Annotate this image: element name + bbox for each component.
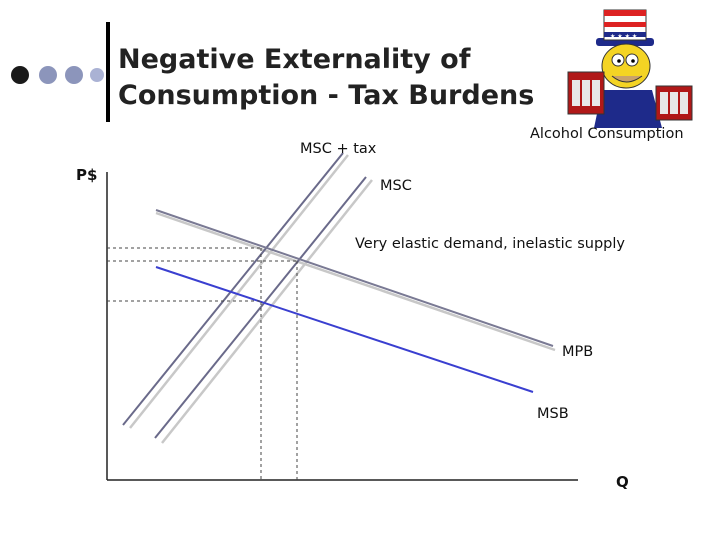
- title-line-2: Consumption - Tax Burdens: [118, 80, 535, 111]
- dashed-guides: [107, 247, 298, 480]
- dot-light-1: [39, 66, 57, 84]
- msc-tax-curve: [122, 152, 344, 426]
- label-msc-tax: MSC + tax: [300, 141, 377, 157]
- image-caption: Alcohol Consumption: [530, 126, 684, 142]
- diagram-annotation: Very elastic demand, inelastic supply: [355, 236, 625, 252]
- label-msb: MSB: [537, 406, 569, 422]
- x-axis-label: Q: [616, 473, 629, 491]
- label-mpb: MPB: [562, 344, 594, 360]
- svg-text:★ ★ ★ ★: ★ ★ ★ ★: [610, 33, 637, 40]
- mpb-curve: [155, 209, 554, 347]
- dot-light-2: [65, 66, 83, 84]
- dot-light-3: [90, 68, 104, 82]
- curve-shadows: [129, 154, 556, 444]
- msb-curve: [155, 266, 534, 393]
- y-axis-label: P$: [76, 166, 98, 184]
- cartoon-image: ★ ★ ★ ★: [567, 9, 693, 128]
- dot-dark: [11, 66, 29, 84]
- label-msc: MSC: [380, 178, 412, 194]
- body: [594, 90, 662, 128]
- msc-curve: [154, 176, 367, 439]
- title-line-1: Negative Externality of: [118, 44, 471, 75]
- decorative-dots: [11, 66, 104, 84]
- slide-title: Negative Externality of Consumption - Ta…: [118, 42, 534, 114]
- title-accent-bar: [106, 22, 110, 122]
